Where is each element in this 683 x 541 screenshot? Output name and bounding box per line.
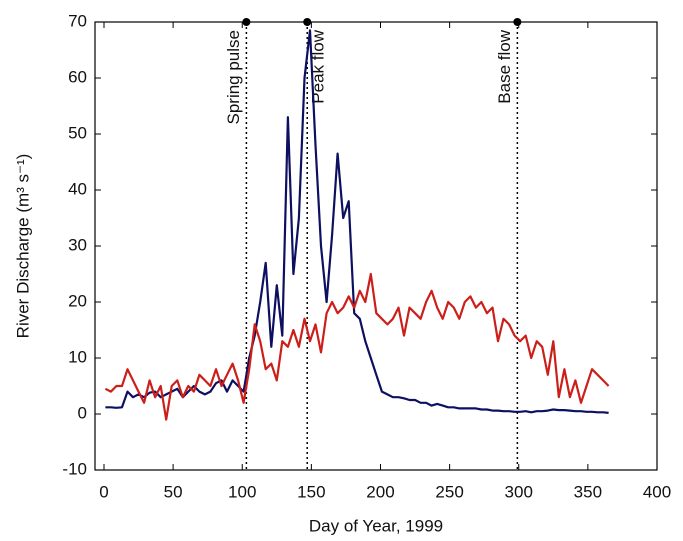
y-tick-label: 70 bbox=[68, 11, 87, 30]
y-tick-label: 50 bbox=[68, 123, 87, 142]
series-line bbox=[105, 29, 609, 414]
y-tick-label: 40 bbox=[68, 179, 87, 198]
x-tick-label: 150 bbox=[297, 482, 325, 501]
y-tick-label: 10 bbox=[68, 347, 87, 366]
x-axis-title: Day of Year, 1999 bbox=[309, 516, 443, 535]
event-marker bbox=[242, 18, 251, 26]
plot-frame bbox=[94, 21, 658, 471]
y-tick-label: -10 bbox=[62, 459, 87, 478]
y-tick-label: 60 bbox=[68, 67, 87, 86]
y-tick-label: 0 bbox=[78, 403, 87, 422]
y-tick-label: 30 bbox=[68, 235, 87, 254]
x-tick-label: 100 bbox=[228, 482, 256, 501]
x-tick-label: 200 bbox=[366, 482, 394, 501]
event-marker bbox=[513, 18, 522, 26]
event-label: Spring pulse bbox=[224, 30, 243, 125]
x-tick-label: 50 bbox=[164, 482, 183, 501]
x-tick-label: 400 bbox=[643, 482, 671, 501]
x-tick-label: 0 bbox=[99, 482, 108, 501]
x-tick-label: 300 bbox=[505, 482, 533, 501]
event-marker bbox=[303, 18, 312, 26]
x-tick-label: 250 bbox=[435, 482, 463, 501]
x-tick-label: 350 bbox=[574, 482, 602, 501]
y-tick-label: 20 bbox=[68, 291, 87, 310]
event-label: Base flow bbox=[495, 29, 514, 103]
series-line bbox=[104, 272, 610, 421]
y-axis-title: River Discharge (m³ s⁻¹) bbox=[13, 154, 32, 339]
